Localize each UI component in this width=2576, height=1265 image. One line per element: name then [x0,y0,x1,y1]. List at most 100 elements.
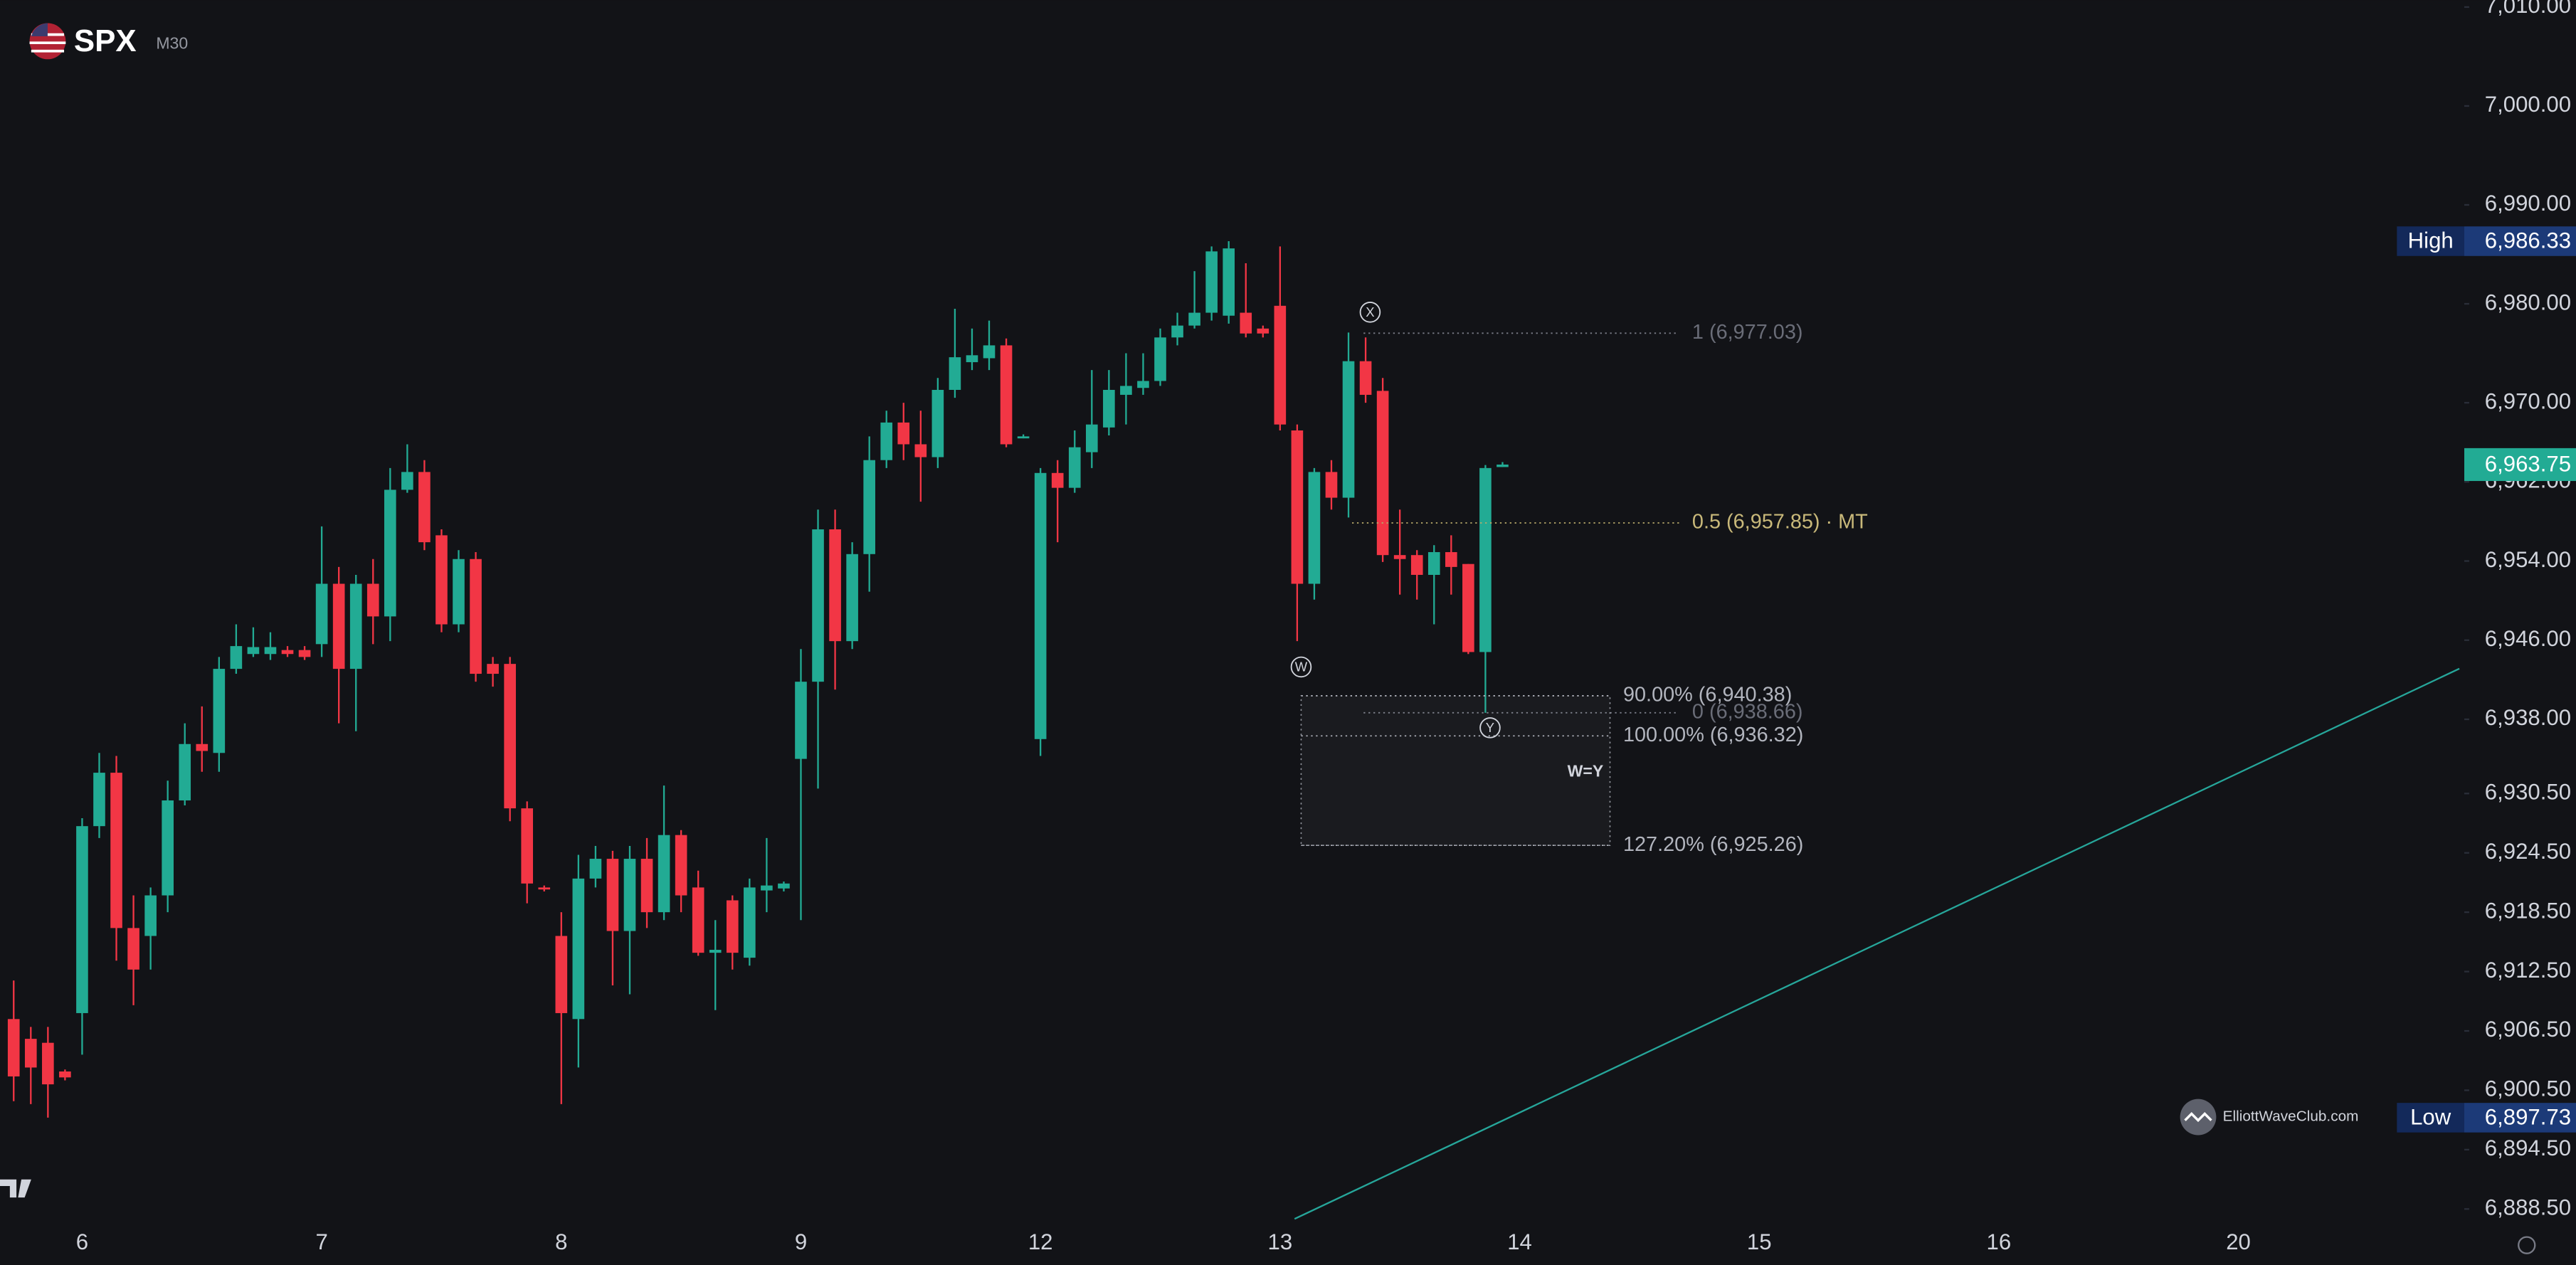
candle-body [366,583,379,617]
candle-body [7,1019,20,1076]
y-tick-label: 6,906.50 [2485,1017,2571,1042]
wave-circle [1359,302,1381,323]
candle-body [401,472,413,490]
x-tick-label: 16 [1987,1229,2012,1254]
candle-body [555,936,568,1013]
candle-body [931,389,944,457]
candle-body [1068,447,1081,488]
candle-body [196,743,208,751]
candle-body [1188,312,1200,326]
candle-body [1479,467,1492,652]
price-marker-value: 6,986.33 [2485,228,2571,253]
wave-label: X [1366,305,1374,319]
candle-body [1325,472,1338,498]
candle-body [1205,251,1218,313]
trend-line [1294,667,2460,1220]
candle-body [640,859,653,913]
x-tick-label: 7 [315,1229,327,1254]
wave-circle [1479,717,1501,739]
candle-body [1085,424,1098,452]
x-tick-label: 20 [2226,1229,2251,1254]
candle-body [213,669,226,753]
candle-body [709,949,722,953]
x-tick-label: 13 [1268,1229,1293,1254]
candle-body [795,682,807,759]
candle-body [162,800,174,896]
projection-label: 100.00% (6,936.32) [1623,724,1803,746]
candle-body [897,422,910,445]
candle-body [983,345,996,359]
candle-body [230,646,243,669]
platform-logo [0,1179,31,1198]
y-tick-label: 6,900.50 [2485,1076,2571,1101]
candle-body [315,583,328,645]
x-tick-label: 8 [555,1229,567,1254]
candle-body [24,1039,37,1068]
y-tick-label: 7,010.00 [2485,0,2571,18]
candle-body [179,743,191,801]
candle-body [1376,391,1389,556]
y-tick-label: 6,888.50 [2485,1195,2571,1220]
price-marker-name: High [2408,228,2454,253]
candle-body [349,583,362,669]
candle-body [144,895,157,936]
candle-body [504,664,516,809]
candle-body [332,583,345,669]
candle-body [281,650,294,655]
candle-body [1171,325,1183,338]
candle-body [1154,337,1166,381]
candle-body [863,460,875,554]
candle-body [1103,389,1115,428]
candle-body [1393,555,1406,559]
price-marker-tag [2397,226,2465,256]
candle-body [384,489,396,617]
projection-label: 90.00% (6,940.38) [1623,684,1792,706]
candle-body [1342,361,1355,498]
candle-body [778,883,790,889]
projection-box [1300,695,1611,846]
candle-body [623,859,636,931]
candle-body [1427,552,1440,576]
candle-body [470,559,482,674]
x-tick-label: 14 [1507,1229,1532,1254]
candle-body [846,554,858,642]
candle-body [418,472,431,543]
candle-body [127,928,139,970]
candle-body [1291,430,1304,584]
candle-body [453,559,465,625]
candle-body [1257,328,1269,334]
candle-body [487,664,499,674]
interval[interactable]: M30 [156,34,188,53]
fib-label: 1 (6,977.03) [1692,321,1803,344]
candle-body [76,826,88,1013]
candle-body [1410,555,1423,576]
wave-circle [1290,656,1312,678]
symbol[interactable]: SPX [74,23,137,58]
projection-label: 127.20% (6,925.26) [1623,833,1803,856]
price-marker [2464,226,2576,256]
candle-body [744,887,756,958]
last-price-label: 6,963.75 [2485,451,2571,476]
candle-body [1496,464,1509,467]
candle-body [692,887,704,953]
candle-body [1051,472,1064,488]
candle-body [589,859,602,879]
candle-body [1462,563,1474,652]
price-marker-value: 6,897.73 [2485,1104,2571,1129]
y-tick-label: 6,930.50 [2485,780,2571,805]
candle-body [1137,381,1149,388]
candle-body [572,878,585,1020]
candle-body [606,859,619,931]
y-tick-label: 6,946.00 [2485,626,2571,651]
candle-body [966,355,978,363]
candle-body [1274,305,1287,425]
symbol-logo [29,23,66,60]
candle-body [658,835,670,913]
candle-body [761,885,773,891]
candle-body [1223,248,1235,316]
candle-body [812,529,824,682]
y-tick-label: 6,924.50 [2485,839,2571,864]
settings-icon[interactable] [2518,1236,2536,1254]
